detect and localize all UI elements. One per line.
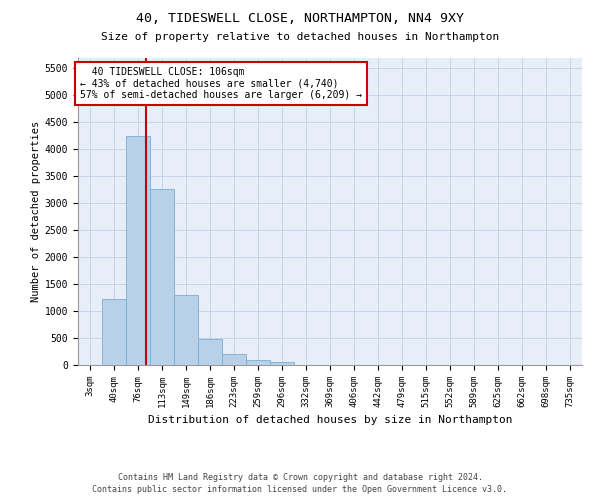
Bar xyxy=(126,136,150,365)
Bar xyxy=(198,339,222,365)
Bar xyxy=(102,298,126,365)
Bar xyxy=(150,188,174,365)
Bar xyxy=(174,296,198,365)
Bar xyxy=(222,354,246,365)
Text: Contains public sector information licensed under the Open Government Licence v3: Contains public sector information licen… xyxy=(92,485,508,494)
Text: 40 TIDESWELL CLOSE: 106sqm
← 43% of detached houses are smaller (4,740)
57% of s: 40 TIDESWELL CLOSE: 106sqm ← 43% of deta… xyxy=(80,66,362,100)
Y-axis label: Number of detached properties: Number of detached properties xyxy=(31,120,41,302)
Text: Size of property relative to detached houses in Northampton: Size of property relative to detached ho… xyxy=(101,32,499,42)
Bar xyxy=(270,362,294,365)
Text: 40, TIDESWELL CLOSE, NORTHAMPTON, NN4 9XY: 40, TIDESWELL CLOSE, NORTHAMPTON, NN4 9X… xyxy=(136,12,464,26)
Text: Contains HM Land Registry data © Crown copyright and database right 2024.: Contains HM Land Registry data © Crown c… xyxy=(118,472,482,482)
Bar xyxy=(246,360,270,365)
X-axis label: Distribution of detached houses by size in Northampton: Distribution of detached houses by size … xyxy=(148,416,512,426)
